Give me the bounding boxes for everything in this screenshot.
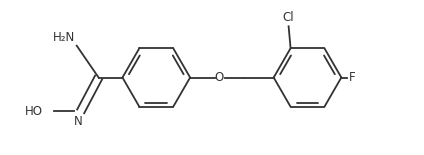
Text: N: N [74,115,83,128]
Text: F: F [349,71,355,84]
Text: Cl: Cl [283,11,294,24]
Text: HO: HO [25,105,43,118]
Text: O: O [215,71,224,84]
Text: H₂N: H₂N [53,31,75,44]
